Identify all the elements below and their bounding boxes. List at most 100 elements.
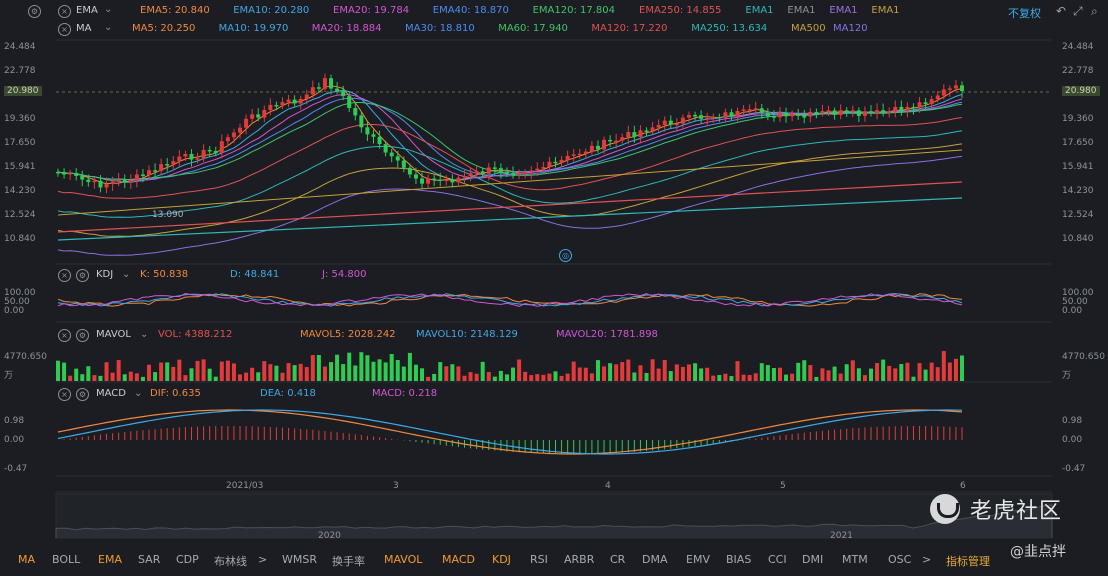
adjust-mode-button[interactable]: 不复权: [1008, 7, 1041, 20]
tab-cdp[interactable]: CDP: [176, 553, 199, 566]
volume-bar: [844, 364, 849, 381]
tab-bias[interactable]: BIAS: [726, 553, 752, 566]
kdj-line: [57, 293, 963, 307]
volume-bar: [808, 365, 813, 381]
mavol10-value: MAVOL10: 2148.129: [416, 329, 518, 340]
kdj-indicator-name[interactable]: KDJ: [96, 269, 114, 280]
tab-dmi[interactable]: DMI: [802, 553, 824, 566]
volume-bar: [547, 373, 552, 381]
mavol-indicator-name[interactable]: MAVOL: [96, 329, 131, 340]
volume-bar: [480, 361, 485, 381]
kline-chart[interactable]: [0, 0, 1108, 546]
volume-bar: [104, 362, 109, 381]
candle-body: [935, 95, 940, 100]
volume-bar: [523, 371, 528, 381]
tab-rsi[interactable]: RSI: [530, 553, 548, 566]
header-item: EMA20: 19.784: [333, 5, 410, 16]
close-icon[interactable]: ×: [58, 23, 71, 36]
tab-mavol[interactable]: MAVOL: [384, 553, 423, 566]
candle-body: [583, 151, 588, 154]
candle-body: [213, 150, 218, 154]
candle-body: [74, 172, 79, 176]
volume-bar: [177, 359, 182, 381]
fullscreen-icon[interactable]: ⤢: [1073, 4, 1083, 18]
tab-[interactable]: >: [922, 553, 932, 566]
chevron-down-icon[interactable]: ⌄: [104, 4, 113, 15]
tab-[interactable]: 布林线: [214, 555, 247, 568]
tab-[interactable]: 换手率: [332, 555, 365, 568]
chevron-down-icon[interactable]: ⌄: [140, 329, 149, 340]
close-icon[interactable]: ×: [58, 388, 71, 401]
kdj-k-value: K: 50.838: [140, 269, 189, 280]
volume-bar: [329, 362, 334, 381]
tab-mtm[interactable]: MTM: [842, 553, 868, 566]
time-label-6: 6: [960, 481, 966, 491]
price-tick-label: 24.484: [1062, 42, 1094, 52]
candle-body: [656, 124, 661, 128]
moving-average-line: [57, 85, 963, 185]
candle-body: [480, 171, 485, 174]
tab-[interactable]: >: [258, 553, 268, 566]
tab-emv[interactable]: EMV: [686, 553, 710, 566]
volume-bar: [86, 366, 91, 381]
price-tick-label: 22.778: [1062, 66, 1094, 76]
price-tick-label: 12.524: [4, 210, 36, 220]
tab-boll[interactable]: BOLL: [52, 553, 81, 566]
volume-bar: [341, 364, 346, 381]
candle-body: [826, 110, 831, 112]
settings-icon[interactable]: ⚙: [28, 5, 41, 18]
candle-body: [753, 108, 758, 110]
volume-bar: [280, 372, 285, 381]
close-icon[interactable]: ×: [58, 269, 71, 282]
ma-indicator-name[interactable]: MA: [76, 23, 92, 34]
candle-body: [468, 173, 473, 177]
tab-kdj[interactable]: KDJ: [492, 553, 511, 566]
chevron-down-icon[interactable]: ⌄: [122, 269, 131, 280]
candle-body: [268, 104, 273, 110]
tab-[interactable]: 指标管理: [946, 555, 990, 568]
indicator-tab-bar: MA BOLL EMA SAR CDP 布林线 > WMSR 换手率 MAVOL MACD KDJ RS…: [0, 546, 1108, 574]
volume-header: × ⚙ MAVOL ⌄ VOL: 4388.212 MAVOL5: 2028.2…: [0, 328, 1108, 342]
tab-arbr[interactable]: ARBR: [564, 553, 595, 566]
tab-macd[interactable]: MACD: [442, 553, 475, 566]
candle-body: [183, 153, 188, 157]
settings-icon[interactable]: ⚙: [76, 269, 89, 282]
candle-body: [250, 114, 255, 119]
candle-body: [541, 167, 546, 169]
search-icon[interactable]: ⌕: [1091, 4, 1098, 18]
chevron-down-icon[interactable]: ⌄: [134, 388, 143, 399]
moving-average-line: [57, 102, 963, 181]
tab-osc[interactable]: OSC: [888, 553, 912, 566]
volume-bar: [456, 366, 461, 381]
tab-cci[interactable]: CCI: [768, 553, 787, 566]
chevron-down-icon[interactable]: ⌄: [104, 22, 113, 33]
tab-wmsr[interactable]: WMSR: [282, 553, 317, 566]
volume-bar: [462, 375, 467, 381]
candle-body: [407, 167, 412, 175]
close-icon[interactable]: ×: [58, 5, 71, 18]
volume-bar: [359, 352, 364, 381]
settings-icon[interactable]: ⚙: [76, 388, 89, 401]
settings-icon[interactable]: ⚙: [76, 329, 89, 342]
ema-indicator-name[interactable]: EMA: [76, 5, 98, 16]
volume-bar: [304, 367, 309, 381]
undo-icon[interactable]: ↶: [1056, 4, 1067, 18]
tab-sar[interactable]: SAR: [138, 553, 161, 566]
candle-body: [316, 87, 321, 89]
volume-bar: [432, 373, 437, 381]
volume-bar: [935, 367, 940, 381]
close-icon[interactable]: ×: [58, 329, 71, 342]
tab-ema[interactable]: EMA: [98, 553, 122, 566]
volume-bar: [256, 372, 261, 381]
tab-dma[interactable]: DMA: [642, 553, 668, 566]
candle-body: [474, 171, 479, 174]
volume-bar: [244, 372, 249, 381]
candle-body: [244, 118, 249, 128]
locate-icon[interactable]: ◎: [559, 249, 572, 262]
tab-cr[interactable]: CR: [610, 553, 626, 566]
volume-bar: [450, 364, 455, 381]
volume-bar: [553, 371, 558, 381]
macd-indicator-name[interactable]: MACD: [96, 388, 126, 399]
volume-bar: [753, 373, 758, 381]
tab-ma[interactable]: MA: [18, 553, 36, 566]
